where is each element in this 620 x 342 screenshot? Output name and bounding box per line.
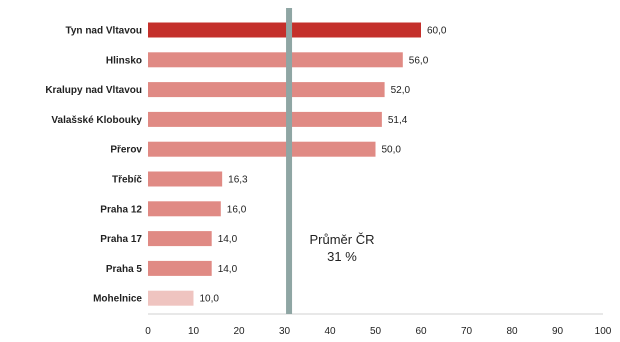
x-tick-label: 100 xyxy=(595,326,612,337)
bar xyxy=(148,171,223,187)
value-labels: 60,0 56,0 52,0 51,4 50,0 16,3 16,0 14,0 14,0 10,0 xyxy=(200,26,447,305)
bar xyxy=(148,231,212,247)
category-label: Praha 17 xyxy=(100,234,142,245)
bar xyxy=(148,22,421,38)
value-label: 60,0 xyxy=(427,26,447,37)
category-label: Tyn nad Vltavou xyxy=(66,26,143,37)
x-tick-label: 30 xyxy=(279,326,291,337)
value-label: 52,0 xyxy=(391,85,411,96)
x-tick-label: 20 xyxy=(233,326,245,337)
category-label: Valašské Klobouky xyxy=(51,115,142,126)
x-tick-label: 60 xyxy=(415,326,427,337)
category-label: Třebíč xyxy=(112,175,142,186)
average-reference-line xyxy=(286,8,293,314)
value-label: 14,0 xyxy=(218,234,238,245)
category-label: Přerov xyxy=(110,145,142,156)
value-label: 51,4 xyxy=(388,115,408,126)
x-tick-label: 50 xyxy=(370,326,382,337)
value-label: 56,0 xyxy=(409,55,429,66)
value-label: 10,0 xyxy=(200,294,220,305)
bars-group xyxy=(148,22,421,306)
bar xyxy=(148,111,382,127)
bar xyxy=(148,290,194,306)
category-label: Hlinsko xyxy=(106,55,142,66)
category-label: Kralupy nad Vltavou xyxy=(45,85,142,96)
category-label: Mohelnice xyxy=(93,294,142,305)
category-label: Praha 5 xyxy=(106,264,143,275)
x-tick-labels: 0 10 20 30 40 50 60 70 80 90 100 xyxy=(145,326,612,337)
x-tick-label: 90 xyxy=(552,326,564,337)
x-tick-label: 10 xyxy=(188,326,200,337)
bar xyxy=(148,52,403,68)
value-label: 14,0 xyxy=(218,264,238,275)
x-tick-label: 40 xyxy=(324,326,336,337)
value-label: 16,0 xyxy=(227,204,247,215)
x-tick-label: 80 xyxy=(506,326,518,337)
bar xyxy=(148,260,212,276)
category-labels: Tyn nad Vltavou Hlinsko Kralupy nad Vltavo… xyxy=(45,26,142,305)
bar xyxy=(148,141,376,157)
x-tick-label: 0 xyxy=(145,326,151,337)
value-label: 50,0 xyxy=(382,145,402,156)
bar xyxy=(148,82,385,98)
x-tick-label: 70 xyxy=(461,326,473,337)
bar xyxy=(148,201,221,217)
category-label: Praha 12 xyxy=(100,204,142,215)
average-label-title: Průměr ČR xyxy=(309,232,374,247)
average-label-value: 31 % xyxy=(327,249,357,264)
value-label: 16,3 xyxy=(228,175,248,186)
